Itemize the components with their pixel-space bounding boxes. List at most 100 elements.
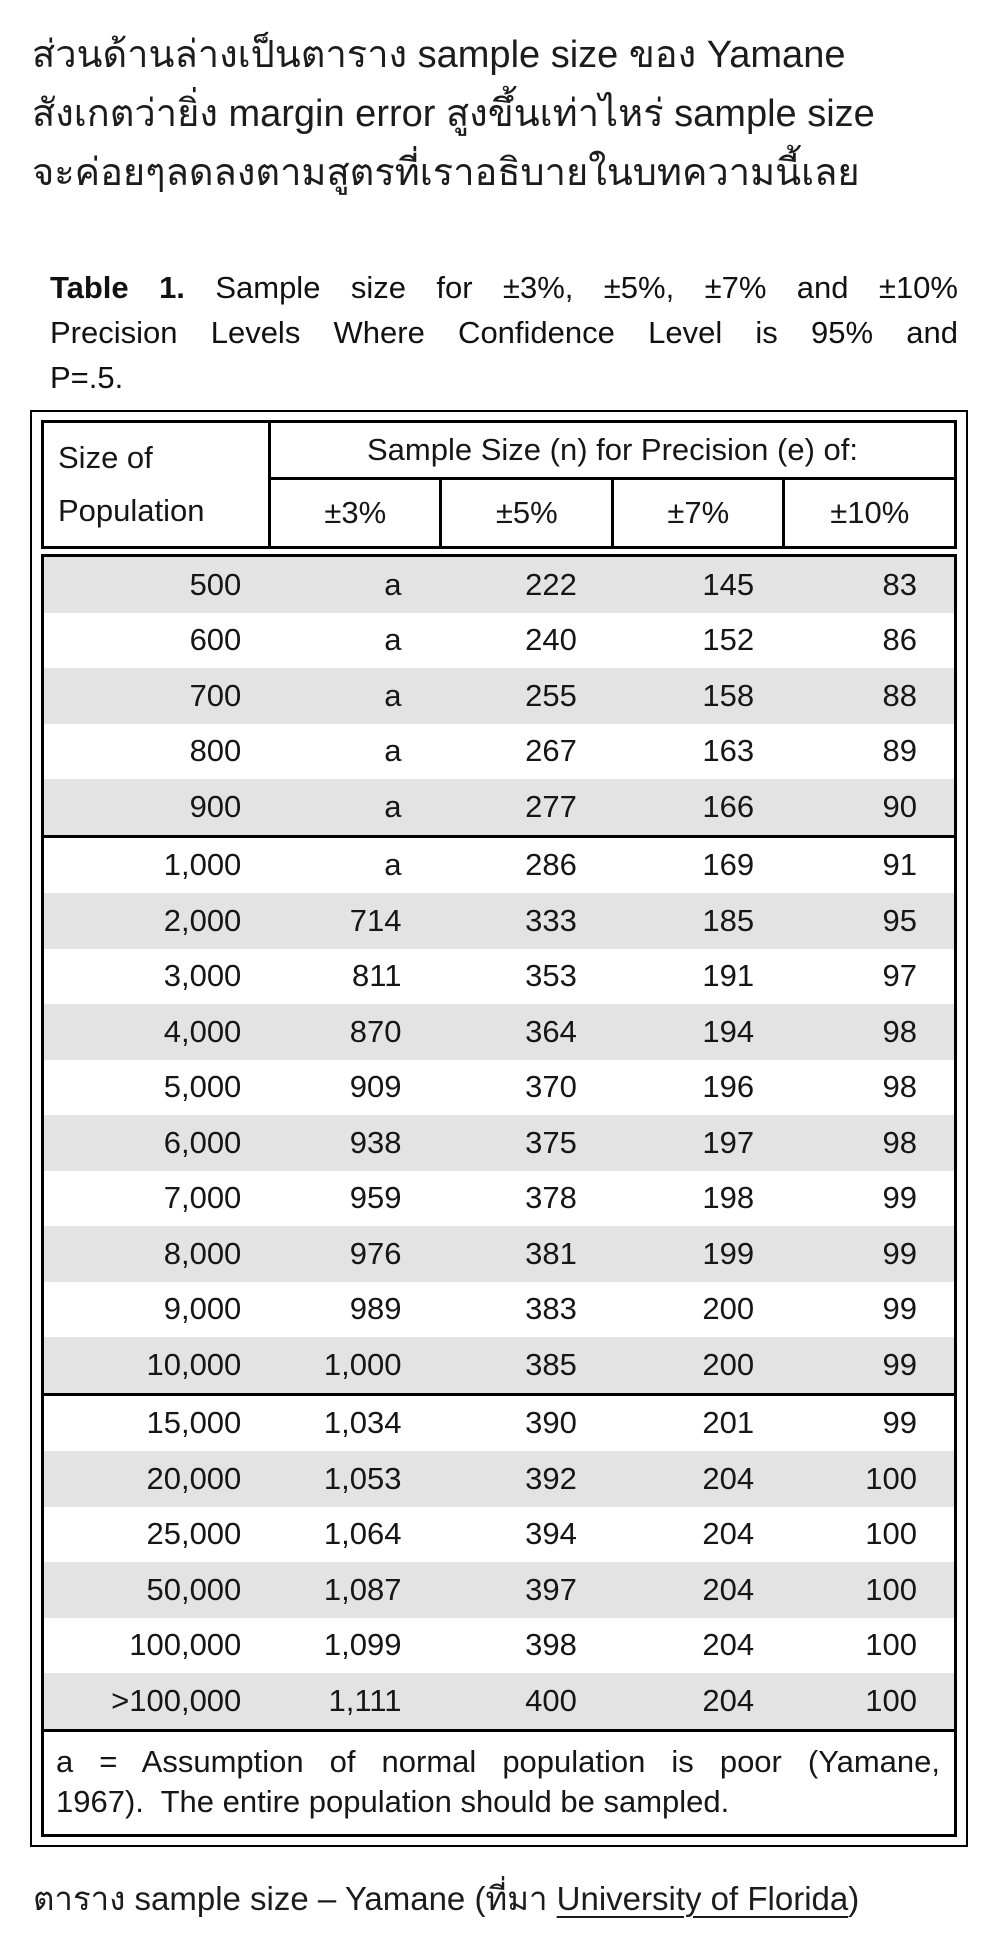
n-3pct-cell: 976 — [349, 1235, 402, 1271]
table-row: 10,000 1,000 385 200 99 — [44, 1337, 954, 1393]
n-3pct-cell: 714 — [349, 902, 402, 938]
n-5pct-cell: 398 — [525, 1627, 577, 1663]
population-cell: 800 — [189, 733, 242, 769]
footnote-line2: 1967). The entire population should be s… — [56, 1783, 730, 1819]
table-row: 600 a 240 152 86 — [44, 613, 954, 669]
population-cell: 7,000 — [163, 1180, 242, 1216]
population-cell: 900 — [189, 788, 242, 824]
n-10pct-cell: 98 — [882, 1013, 917, 1049]
n-10pct-cell: 99 — [882, 1346, 917, 1382]
n-7pct-cell: 166 — [702, 788, 755, 824]
population-cell: 700 — [189, 677, 242, 713]
n-7pct-cell: 204 — [702, 1627, 755, 1663]
table-row: 15,000 1,034 390 201 99 — [44, 1392, 954, 1452]
n-3pct-cell: 1,053 — [323, 1460, 402, 1496]
n-7pct-cell: 163 — [702, 733, 755, 769]
table-title: Table 1. Sample size for ±3%, ±5%, ±7% a… — [50, 265, 958, 400]
table-row: 2,000 714 333 185 95 — [44, 893, 954, 949]
header-precision-7pct: ±7% — [610, 477, 786, 549]
n-5pct-cell: 353 — [525, 958, 577, 994]
table-title-line2: Precision Levels Where Confidence Level … — [50, 315, 958, 350]
table-number-label: Table 1. — [50, 270, 185, 305]
n-10pct-cell: 98 — [882, 1069, 917, 1105]
table-row: 800 a 267 163 89 — [44, 724, 954, 780]
population-cell: 25,000 — [146, 1516, 242, 1552]
source-link[interactable]: University of Florida — [556, 1879, 849, 1917]
n-7pct-cell: 185 — [702, 902, 755, 938]
population-cell: 100,000 — [129, 1627, 242, 1663]
n-5pct-cell: 385 — [525, 1346, 577, 1382]
n-3pct-cell: 1,087 — [323, 1571, 402, 1607]
n-7pct-cell: 194 — [702, 1013, 755, 1049]
table-footnote: a = Assumption of normal population is p… — [41, 1728, 957, 1837]
n-3pct-cell: 1,000 — [323, 1346, 402, 1382]
n-7pct-cell: 204 — [702, 1516, 755, 1552]
population-cell: 4,000 — [163, 1013, 242, 1049]
table-body: 500 a 222 145 83 600 a 240 152 86 700 a 255 158 88 800 a… — [41, 554, 957, 1732]
population-cell: 500 — [189, 566, 242, 602]
n-5pct-cell: 390 — [525, 1405, 577, 1441]
n-10pct-cell: 100 — [865, 1627, 917, 1663]
n-5pct-cell: 378 — [525, 1180, 577, 1216]
table-row: 8,000 976 381 199 99 — [44, 1226, 954, 1282]
n-3pct-cell: a — [384, 788, 402, 824]
n-3pct-cell: 1,111 — [328, 1682, 402, 1718]
footnote-line1: a = Assumption of normal population is p… — [56, 1743, 940, 1779]
n-7pct-cell: 197 — [702, 1124, 755, 1160]
n-10pct-cell: 99 — [882, 1180, 917, 1216]
n-3pct-cell: 1,099 — [323, 1627, 402, 1663]
n-5pct-cell: 375 — [525, 1124, 577, 1160]
n-10pct-cell: 100 — [865, 1516, 917, 1552]
n-5pct-cell: 255 — [525, 677, 577, 713]
population-cell: 1,000 — [163, 847, 242, 883]
population-cell: 50,000 — [146, 1571, 242, 1607]
n-7pct-cell: 169 — [702, 847, 755, 883]
n-3pct-cell: 989 — [349, 1291, 402, 1327]
n-7pct-cell: 204 — [702, 1571, 755, 1607]
n-5pct-cell: 277 — [525, 788, 577, 824]
n-10pct-cell: 83 — [882, 566, 917, 602]
n-5pct-cell: 383 — [525, 1291, 577, 1327]
table-row: 9,000 989 383 200 99 — [44, 1282, 954, 1338]
n-10pct-cell: 89 — [882, 733, 917, 769]
population-cell: 3,000 — [163, 958, 242, 994]
header-precision-3pct: ±3% — [267, 477, 443, 549]
n-5pct-cell: 333 — [525, 902, 577, 938]
n-5pct-cell: 370 — [525, 1069, 577, 1105]
n-10pct-cell: 88 — [882, 677, 917, 713]
n-3pct-cell: a — [384, 677, 402, 713]
n-3pct-cell: 870 — [349, 1013, 402, 1049]
n-7pct-cell: 204 — [702, 1682, 755, 1718]
table-header: Size of Population Sample Size (n) for P… — [41, 420, 958, 549]
header-size-of-population: Size of Population — [41, 420, 271, 549]
table-row: 500 a 222 145 83 — [44, 557, 954, 613]
n-7pct-cell: 196 — [702, 1069, 755, 1105]
population-cell: 8,000 — [163, 1235, 242, 1271]
n-10pct-cell: 90 — [882, 788, 917, 824]
table-title-line3: P=.5. — [50, 360, 124, 395]
table-row: 3,000 811 353 191 97 — [44, 949, 954, 1005]
table-row: 700 a 255 158 88 — [44, 668, 954, 724]
table-row: 4,000 870 364 194 98 — [44, 1004, 954, 1060]
n-5pct-cell: 222 — [525, 566, 577, 602]
n-3pct-cell: 909 — [349, 1069, 402, 1105]
population-cell: 9,000 — [163, 1291, 242, 1327]
n-5pct-cell: 392 — [525, 1460, 577, 1496]
n-10pct-cell: 100 — [865, 1682, 917, 1718]
caption-suffix: ) — [848, 1879, 860, 1917]
n-5pct-cell: 394 — [525, 1516, 577, 1552]
n-3pct-cell: a — [384, 566, 402, 602]
n-3pct-cell: 811 — [352, 958, 402, 994]
population-cell: 20,000 — [146, 1460, 242, 1496]
header-sample-size-span: Sample Size (n) for Precision (e) of: — [267, 420, 958, 480]
population-cell: 600 — [189, 622, 242, 658]
population-cell: 10,000 — [146, 1346, 242, 1382]
n-10pct-cell: 97 — [882, 958, 917, 994]
n-5pct-cell: 286 — [525, 847, 577, 883]
n-7pct-cell: 201 — [702, 1405, 755, 1441]
n-10pct-cell: 100 — [865, 1571, 917, 1607]
n-5pct-cell: 240 — [525, 622, 577, 658]
n-5pct-cell: 381 — [525, 1235, 577, 1271]
table-caption: ตาราง sample size – Yamane (ที่มา Univer… — [33, 1875, 969, 1923]
n-7pct-cell: 145 — [702, 566, 755, 602]
